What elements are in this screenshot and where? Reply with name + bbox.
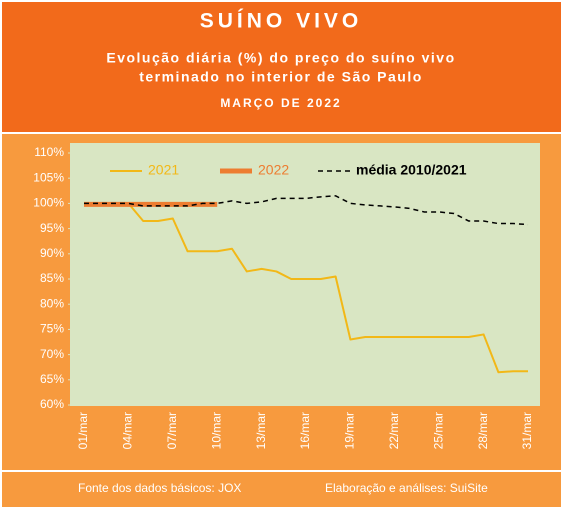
y-tick-label: 105%: [33, 170, 64, 184]
y-tick-label: 65%: [40, 372, 64, 386]
x-tick-label: 19/mar: [343, 412, 357, 449]
credit: Elaboração e análises: SuiSite: [325, 481, 488, 495]
x-tick-label: 04/mar: [121, 412, 135, 449]
x-tick-label: 10/mar: [209, 412, 223, 449]
y-tick-label: 85%: [40, 271, 64, 285]
x-tick-label: 22/mar: [387, 412, 401, 449]
x-tick-label: 31/mar: [520, 412, 534, 449]
y-tick-label: 95%: [40, 221, 64, 235]
y-tick-label: 110%: [34, 145, 64, 159]
y-tick-label: 80%: [40, 296, 64, 310]
y-tick-label: 70%: [40, 347, 64, 361]
legend-label: média 2010/2021: [356, 162, 467, 178]
plot-area: [70, 143, 540, 406]
header: [2, 2, 561, 132]
chart-title: SUÍNO VIVO: [200, 10, 363, 33]
legend-label: 2022: [258, 162, 289, 178]
x-tick-label: 16/mar: [298, 412, 312, 449]
x-tick-label: 07/mar: [165, 412, 179, 449]
subtitle: Evolução diária (%) do preço do suíno vi…: [106, 50, 455, 66]
y-tick-label: 60%: [40, 397, 64, 411]
subtitle: terminado no interior de São Paulo: [139, 69, 423, 85]
source: Fonte dos dados básicos: JOX: [78, 481, 241, 495]
footer: [2, 472, 561, 507]
legend-label: 2021: [148, 162, 179, 178]
y-tick-label: 75%: [40, 322, 64, 336]
x-tick-label: 28/mar: [476, 412, 490, 449]
x-tick-label: 13/mar: [254, 412, 268, 449]
y-tick-label: 100%: [33, 196, 64, 210]
y-tick-label: 90%: [40, 246, 64, 260]
series-line: [84, 195, 529, 226]
period: MARÇO DE 2022: [220, 96, 341, 110]
x-tick-label: 25/mar: [431, 412, 445, 449]
x-tick-label: 01/mar: [76, 412, 90, 449]
series-line: [84, 202, 528, 374]
